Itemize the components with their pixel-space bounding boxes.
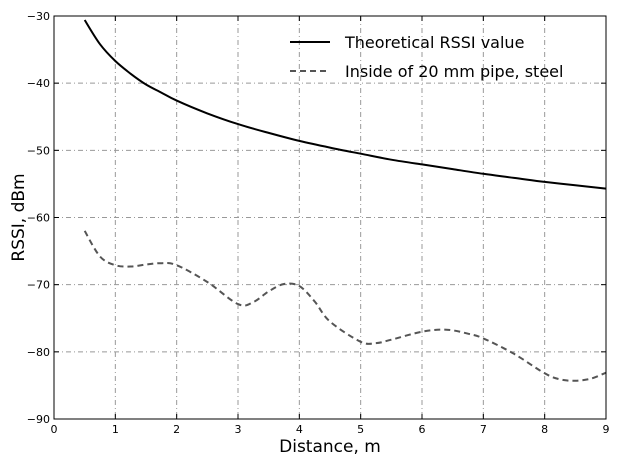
x-tick-label: 9 xyxy=(603,423,610,436)
y-tick-label: −40 xyxy=(27,77,50,90)
x-tick-label: 0 xyxy=(51,423,58,436)
legend: Theoretical RSSI value Inside of 20 mm p… xyxy=(290,33,563,81)
x-tick-label: 2 xyxy=(173,423,180,436)
x-tick-label: 4 xyxy=(296,423,303,436)
grid xyxy=(54,16,606,419)
legend-label-theoretical: Theoretical RSSI value xyxy=(344,33,524,52)
x-tick-label: 3 xyxy=(235,423,242,436)
legend-label-steel-pipe: Inside of 20 mm pipe, steel xyxy=(345,62,563,81)
y-tick-label: −50 xyxy=(27,144,50,157)
x-tick-label: 6 xyxy=(419,423,426,436)
y-tick-label: −90 xyxy=(27,413,50,426)
series-line-theoretical xyxy=(83,19,607,190)
y-axis-label: RSSI, dBm xyxy=(9,173,29,261)
x-axis-label: Distance, m xyxy=(279,437,381,457)
ticks: 0 1 2 3 4 5 6 7 8 9 −90 −80 −70 −60 −50 −40 −30 xyxy=(27,10,610,436)
y-tick-label: −30 xyxy=(27,10,50,23)
x-tick-label: 7 xyxy=(480,423,487,436)
series-lines xyxy=(83,19,607,382)
y-tick-label: −60 xyxy=(27,212,50,225)
x-tick-label: 8 xyxy=(541,423,548,436)
x-tick-label: 5 xyxy=(357,423,364,436)
x-tick-label: 1 xyxy=(112,423,119,436)
series-line-steel-pipe xyxy=(83,230,607,382)
y-tick-label: −80 xyxy=(27,346,50,359)
y-tick-label: −70 xyxy=(27,279,50,292)
